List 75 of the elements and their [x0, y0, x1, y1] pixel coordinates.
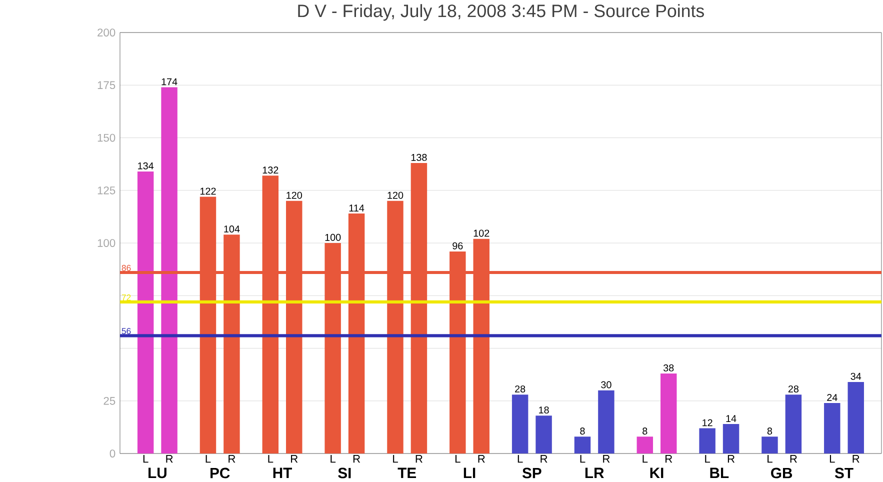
text: R [291, 454, 298, 462]
y-tick-label: 25 [104, 396, 116, 405]
data-label: 100 [325, 234, 341, 241]
data-label: 12 [702, 419, 712, 426]
bar [636, 436, 654, 454]
data-label: 96 [452, 242, 463, 250]
y-tick-label: 125 [98, 186, 116, 194]
data-label: 134 [138, 162, 154, 170]
data-label: 174 [162, 78, 178, 85]
bar [137, 171, 154, 454]
data-label: 38 [663, 364, 674, 372]
x-tick-label: KI [650, 468, 664, 478]
bar [161, 87, 178, 454]
data-label: 132 [262, 166, 278, 174]
text: L [768, 454, 772, 462]
data-label: 120 [388, 192, 404, 199]
x-tick-label: ST [834, 468, 854, 478]
text: L [330, 454, 336, 462]
data-label: 120 [286, 192, 302, 199]
data-label: 34 [850, 372, 862, 380]
text: R [728, 454, 735, 462]
x-tick-label: SP [522, 468, 542, 478]
ref-line-label: 72 [122, 294, 131, 300]
y-tick-label: 100 [98, 238, 116, 247]
text: R [790, 454, 797, 462]
data-label: 104 [224, 225, 240, 232]
x-tick-label: SI [338, 468, 351, 478]
data-label: 102 [474, 229, 490, 236]
x-tick-label: LR [585, 468, 604, 478]
text: L [705, 454, 710, 462]
text: L [518, 454, 523, 462]
x-tick-label: GB [771, 468, 792, 478]
data-label: 24 [827, 394, 838, 401]
text: R [540, 454, 548, 462]
text: R [416, 454, 422, 462]
y-tick-label: 175 [98, 81, 116, 89]
data-label: 138 [411, 154, 427, 161]
x-tick-label: LI [464, 468, 476, 478]
data-label: 28 [515, 385, 526, 392]
bar [660, 373, 677, 454]
data-label: 8 [642, 427, 648, 434]
series-label: R [166, 454, 173, 462]
data-label: 8 [580, 427, 585, 434]
text: R [603, 454, 610, 462]
data-label: 114 [349, 204, 364, 212]
x-tick-label: TE [398, 468, 416, 478]
text: R [666, 454, 672, 462]
text: R [852, 454, 860, 462]
data-label: 18 [539, 406, 549, 414]
x-tick-label: LU [148, 468, 166, 478]
data-label: 30 [601, 381, 612, 388]
text: L [206, 454, 211, 462]
text: L [642, 454, 648, 462]
ref-line-label: 56 [122, 328, 131, 334]
text: R [228, 454, 236, 462]
data-label: 28 [788, 385, 799, 392]
data-label: 122 [200, 187, 216, 194]
data-label: 14 [726, 414, 736, 422]
data-label: 8 [767, 427, 772, 434]
text: R [478, 454, 485, 462]
ref-line-label: 86 [122, 264, 131, 271]
x-tick-label: HT [273, 468, 292, 478]
y-tick-label: 0 [110, 449, 116, 458]
y-tick-label: 150 [98, 134, 116, 142]
text: L [393, 454, 398, 462]
text: L [268, 454, 274, 462]
text: L [455, 454, 460, 462]
text: L [580, 454, 586, 462]
series-label: L [143, 454, 148, 462]
chart-title: D V - Friday, July 18, 2008 3:45 PM - Source Points [298, 4, 704, 21]
text: L [830, 454, 835, 462]
x-tick-label: PC [210, 468, 230, 478]
x-tick-label: BL [710, 468, 729, 478]
y-tick-label: 200 [98, 28, 116, 36]
text: R [353, 454, 360, 462]
